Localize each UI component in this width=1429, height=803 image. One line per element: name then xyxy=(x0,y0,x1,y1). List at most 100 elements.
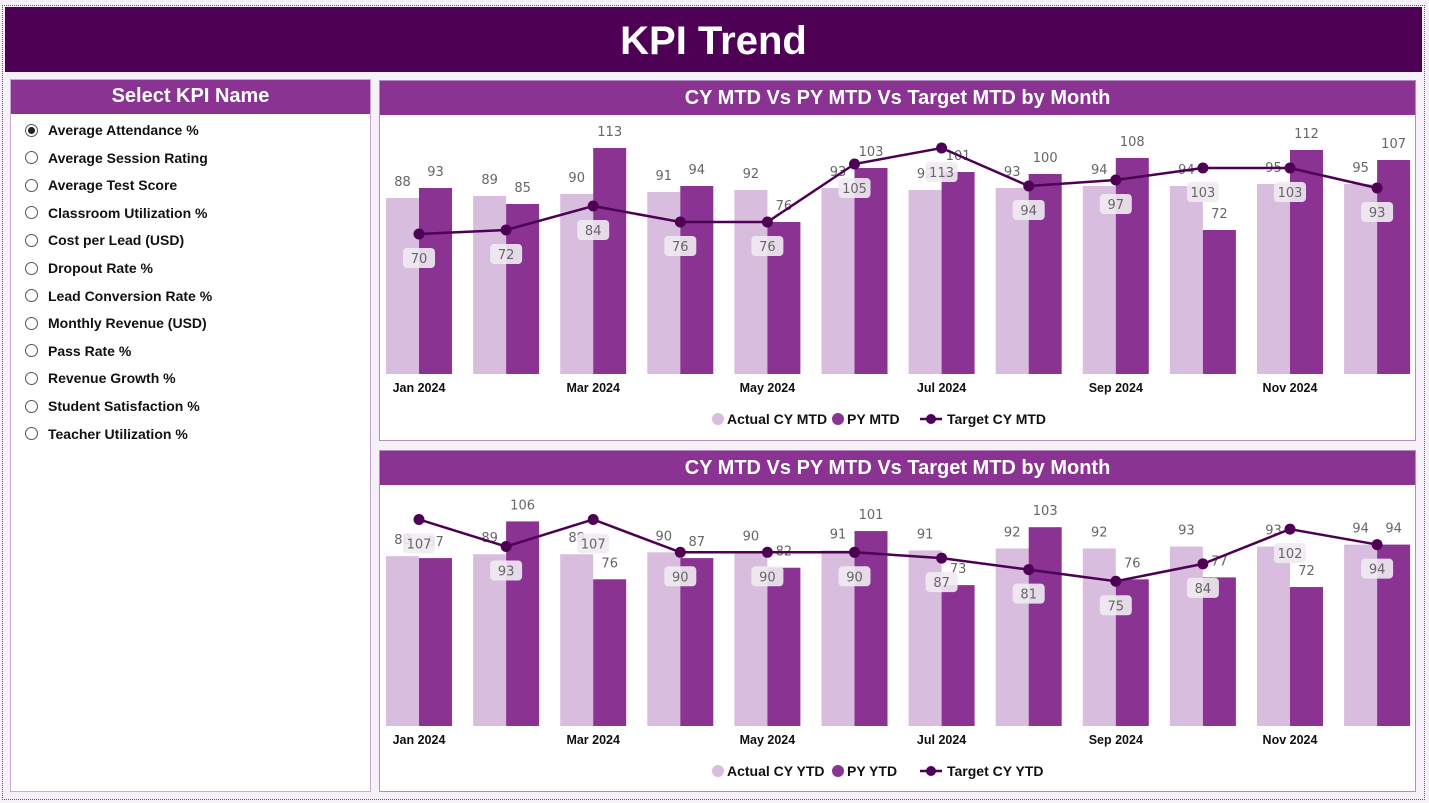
target-data-label: 81 xyxy=(1020,588,1037,603)
py-data-label: 72 xyxy=(1211,207,1228,222)
target-point xyxy=(587,200,599,212)
py-bar xyxy=(1028,527,1062,726)
target-label-box xyxy=(1012,583,1045,604)
legend-label: Target CY MTD xyxy=(947,411,1046,427)
target-data-label: 84 xyxy=(1195,582,1212,597)
target-label-box xyxy=(403,533,435,554)
target-label-box xyxy=(751,566,784,587)
py-data-label: 112 xyxy=(1294,127,1319,142)
slicer-option-label: Monthly Revenue (USD) xyxy=(48,315,207,332)
target-point xyxy=(1284,162,1296,174)
radio-button[interactable] xyxy=(25,151,38,165)
target-data-label: 90 xyxy=(846,570,863,585)
slicer-option-label: Lead Conversion Rate % xyxy=(48,287,213,304)
actual-bar xyxy=(1082,186,1116,374)
radio-button[interactable] xyxy=(25,371,38,385)
slicer-option[interactable]: Pass Rate % xyxy=(25,341,131,361)
radio-button[interactable] xyxy=(25,344,38,358)
slicer-option[interactable]: Average Test Score xyxy=(25,175,177,195)
py-data-label: 72 xyxy=(1298,564,1315,579)
radio-button[interactable] xyxy=(25,289,38,303)
py-data-label: 94 xyxy=(689,163,706,178)
actual-data-label: 93 xyxy=(1178,524,1195,539)
target-point xyxy=(674,546,686,558)
slicer-option[interactable]: Classroom Utilization % xyxy=(25,203,207,223)
target-point xyxy=(849,158,860,170)
actual-bar xyxy=(386,198,419,374)
radio-button[interactable] xyxy=(25,233,38,247)
radio-button[interactable] xyxy=(25,123,38,137)
slicer-option-label: Dropout Rate % xyxy=(48,260,153,276)
slicer-option-label: Average Attendance % xyxy=(48,122,199,138)
slicer-option[interactable]: Lead Conversion Rate % xyxy=(25,286,212,306)
legend-label: Actual CY MTD xyxy=(727,411,827,427)
target-label-box xyxy=(1361,558,1394,579)
py-data-label: 93 xyxy=(427,165,444,180)
target-data-label: 87 xyxy=(933,576,950,591)
py-data-label: 113 xyxy=(597,125,622,140)
slicer-option-label: Average Test Score xyxy=(48,177,178,194)
actual-data-label: 94 xyxy=(1091,163,1108,178)
py-bar xyxy=(1202,577,1236,726)
target-point xyxy=(936,142,948,154)
actual-data-label: 90 xyxy=(568,171,585,186)
target-point xyxy=(761,546,773,558)
slicer-option[interactable]: Student Satisfaction % xyxy=(25,396,200,416)
target-label-box xyxy=(1274,543,1306,564)
target-label-box xyxy=(838,566,871,587)
actual-bar xyxy=(995,548,1029,726)
slicer-title: Select KPI Name xyxy=(11,80,370,114)
legend-marker xyxy=(832,413,844,425)
target-data-label: 93 xyxy=(498,565,515,580)
py-bar xyxy=(854,168,888,374)
py-data-label: 76 xyxy=(601,556,618,571)
radio-button[interactable] xyxy=(25,206,38,220)
actual-bar xyxy=(647,192,681,374)
py-bar xyxy=(419,188,452,374)
target-point xyxy=(413,228,425,240)
x-axis-tick-label: Mar 2024 xyxy=(566,733,620,747)
target-point xyxy=(1023,564,1035,576)
slicer-option[interactable]: Dropout Rate % xyxy=(25,258,153,278)
radio-button[interactable] xyxy=(25,178,38,192)
actual-data-label: 90 xyxy=(656,529,673,544)
target-point xyxy=(1371,182,1383,194)
chart-title: CY MTD Vs PY MTD Vs Target MTD by Month xyxy=(380,451,1415,485)
actual-data-label: 90 xyxy=(743,529,760,544)
py-bar xyxy=(767,567,801,726)
actual-data-label: 94 xyxy=(1352,522,1369,537)
target-label-box xyxy=(664,236,697,256)
target-label-box xyxy=(577,533,610,554)
x-axis-tick-label: Jul 2024 xyxy=(917,733,966,747)
slicer-option[interactable]: Cost per Lead (USD) xyxy=(25,230,184,250)
py-bar xyxy=(1377,160,1411,374)
target-line xyxy=(418,146,1378,236)
target-label-box xyxy=(1186,577,1219,598)
target-data-label: 93 xyxy=(1369,206,1386,221)
target-data-label: 76 xyxy=(672,240,689,255)
py-data-label: 76 xyxy=(776,199,793,214)
slicer-option[interactable]: Average Attendance % xyxy=(25,120,199,140)
target-point xyxy=(1371,539,1383,551)
radio-button[interactable] xyxy=(25,261,38,275)
slicer-option[interactable]: Average Session Rating xyxy=(25,148,208,168)
radio-button[interactable] xyxy=(25,399,38,413)
page-title: KPI Trend xyxy=(5,7,1422,72)
slicer-option[interactable]: Revenue Growth % xyxy=(25,368,176,388)
target-point xyxy=(936,552,948,564)
actual-bar xyxy=(1257,184,1290,374)
actual-bar xyxy=(1169,546,1203,726)
py-data-label: 76 xyxy=(1124,556,1141,571)
target-data-label: 113 xyxy=(929,166,954,181)
slicer-option[interactable]: Teacher Utilization % xyxy=(25,424,188,444)
radio-button[interactable] xyxy=(25,427,38,441)
target-point xyxy=(587,513,599,525)
py-bar xyxy=(1115,158,1149,374)
py-data-label: 107 xyxy=(1381,137,1406,152)
radio-button[interactable] xyxy=(25,316,38,330)
slicer-option[interactable]: Monthly Revenue (USD) xyxy=(25,313,207,333)
x-axis-tick-label: Jul 2024 xyxy=(917,381,966,395)
target-data-label: 105 xyxy=(842,182,867,197)
target-data-label: 94 xyxy=(1020,204,1037,219)
chart-title: CY MTD Vs PY MTD Vs Target MTD by Month xyxy=(380,81,1415,115)
